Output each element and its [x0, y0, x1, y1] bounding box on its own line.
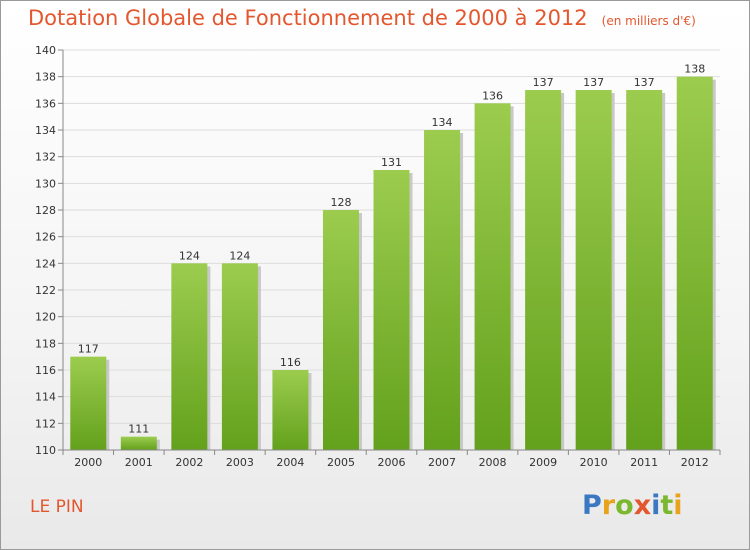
bars — [70, 76, 716, 451]
value-labels: 117 111 124 124 116 128 131 134 136 137 137 137 138 — [78, 63, 705, 436]
x-tick-label: 2008 — [479, 456, 507, 469]
x-tick-label: 2012 — [681, 456, 709, 469]
logo-letter: i — [673, 490, 683, 521]
y-tick-label: 138 — [35, 71, 56, 84]
commune-name: LE PIN — [30, 497, 84, 517]
logo-letter: t — [660, 490, 674, 521]
bar-2000 — [70, 356, 107, 450]
proxiti-logo[interactable]: Proxiti — [582, 490, 683, 521]
value-label: 124 — [229, 249, 250, 262]
value-label: 137 — [533, 76, 554, 89]
x-tick-label: 2001 — [125, 456, 153, 469]
value-label: 134 — [432, 116, 453, 129]
y-tick-label: 110 — [35, 444, 56, 457]
logo-letter: i — [651, 490, 661, 521]
x-tick-label: 2007 — [428, 456, 456, 469]
y-tick-label: 132 — [35, 151, 56, 164]
x-tick-label: 2003 — [226, 456, 254, 469]
bar-2009 — [525, 90, 562, 450]
bar-2006 — [373, 170, 410, 450]
x-tick-label: 2005 — [327, 456, 355, 469]
y-tick-label: 128 — [35, 204, 56, 217]
y-tick-label: 130 — [35, 177, 56, 190]
y-tick-label: 114 — [35, 391, 56, 404]
y-tick-label: 118 — [35, 337, 56, 350]
bar-2010 — [575, 90, 612, 450]
value-label: 128 — [330, 196, 351, 209]
value-label: 111 — [128, 423, 149, 436]
y-tick-label: 134 — [35, 124, 56, 137]
x-axis: 2000 2001 2002 2003 2004 2005 2006 2007 2008 2009… — [62, 449, 721, 469]
logo-letter: x — [633, 490, 652, 521]
chart-title-text: Dotation Globale de Fonctionnement de 20… — [28, 6, 588, 30]
x-tick-label: 2009 — [529, 456, 557, 469]
value-label: 131 — [381, 156, 402, 169]
x-tick-label: 2004 — [276, 456, 304, 469]
value-label: 117 — [78, 343, 99, 356]
bar-2002 — [171, 263, 208, 450]
y-tick-label: 124 — [35, 257, 56, 270]
bar-2012 — [676, 76, 713, 451]
bar-2001 — [120, 436, 157, 450]
value-label: 138 — [684, 63, 705, 76]
bar-2011 — [626, 90, 663, 450]
x-tick-label: 2002 — [175, 456, 203, 469]
y-tick-label: 112 — [35, 417, 56, 430]
logo-letter: P — [582, 490, 602, 521]
bar-2004 — [272, 370, 309, 450]
chart-title: Dotation Globale de Fonctionnement de 20… — [28, 6, 696, 30]
y-axis: 110 112 114 116 118 120 122 124 126 128 130 132 134 1… — [35, 44, 64, 457]
value-label: 137 — [634, 76, 655, 89]
value-label: 116 — [280, 356, 301, 369]
y-tick-label: 136 — [35, 97, 56, 110]
y-tick-label: 120 — [35, 311, 56, 324]
logo-letter: r — [601, 490, 616, 521]
bar-2005 — [322, 210, 359, 450]
value-label: 137 — [583, 76, 604, 89]
y-tick-label: 122 — [35, 284, 56, 297]
bar-2007 — [424, 130, 461, 450]
y-tick-label: 140 — [35, 44, 56, 57]
bar-2008 — [474, 103, 511, 450]
x-tick-label: 2010 — [580, 456, 608, 469]
x-tick-label: 2000 — [74, 456, 102, 469]
y-tick-label: 116 — [35, 364, 56, 377]
value-label: 124 — [179, 249, 200, 262]
chart-subtitle: (en milliers d'€) — [601, 14, 696, 28]
logo-letter: o — [615, 490, 634, 521]
value-label: 136 — [482, 89, 503, 102]
y-tick-label: 126 — [35, 231, 56, 244]
bar-2003 — [221, 263, 258, 450]
x-tick-label: 2006 — [378, 456, 406, 469]
x-tick-label: 2011 — [630, 456, 658, 469]
